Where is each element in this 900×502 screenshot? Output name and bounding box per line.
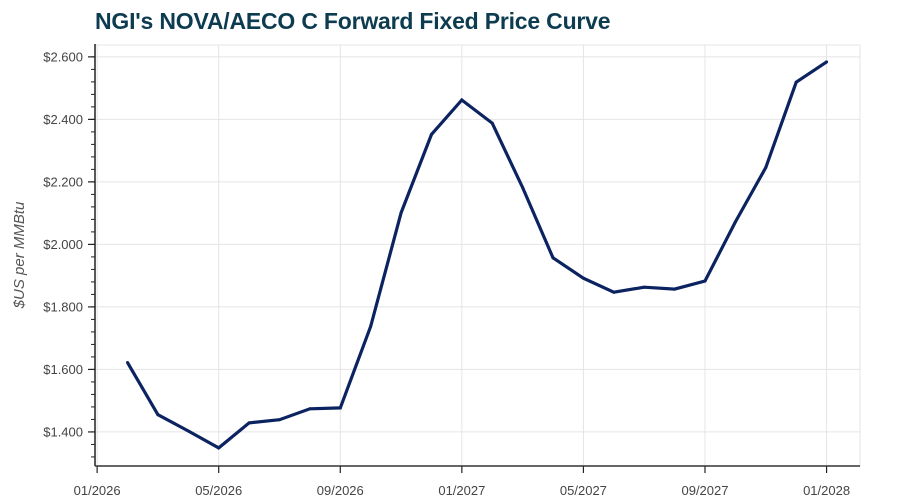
data-point (429, 132, 433, 136)
y-tick-label: $1.800 (43, 299, 83, 314)
x-tick-label: 05/2026 (195, 483, 242, 498)
grid (94, 44, 861, 467)
data-point (308, 407, 312, 411)
data-point (369, 324, 373, 328)
x-tick-label: 09/2026 (317, 483, 364, 498)
y-tick-label: $1.400 (43, 424, 83, 439)
data-point (703, 279, 707, 283)
y-tick-label: $2.400 (43, 112, 83, 127)
data-point (794, 80, 798, 84)
data-point (156, 413, 160, 417)
data-point (277, 418, 281, 422)
data-point (399, 211, 403, 215)
data-point (460, 98, 464, 102)
data-point (612, 290, 616, 294)
data-point (186, 429, 190, 433)
data-point (642, 285, 646, 289)
y-tick-label: $2.600 (43, 49, 83, 64)
plot-frame (94, 44, 861, 467)
x-tick-label: 09/2027 (681, 483, 728, 498)
data-point (521, 186, 525, 190)
data-point (217, 446, 221, 450)
x-tick-label: 01/2027 (438, 483, 485, 498)
data-point (338, 406, 342, 410)
data-point (490, 121, 494, 125)
data-point (733, 220, 737, 224)
x-tick-label: 01/2026 (74, 483, 121, 498)
x-tick-label: 05/2027 (560, 483, 607, 498)
data-point (247, 421, 251, 425)
axes: $1.400 $1.600 $1.800 $2.000 $2.200 $2.400 $2.6… (43, 44, 860, 498)
data-point (825, 60, 829, 64)
chart-title: NGI's NOVA/AECO C Forward Fixed Price Cu… (95, 8, 611, 34)
data-point (551, 256, 555, 260)
y-tick-label: $2.000 (43, 237, 83, 252)
series-line (126, 60, 828, 450)
data-point (581, 276, 585, 280)
data-point (673, 287, 677, 291)
y-tick-label: $2.200 (43, 174, 83, 189)
data-point (764, 166, 768, 170)
series (126, 60, 829, 450)
x-tick-label: 01/2028 (803, 483, 850, 498)
data-point (126, 361, 130, 365)
y-axis-label: $US per MMBtu (11, 201, 28, 309)
y-tick-label: $1.600 (43, 362, 83, 377)
